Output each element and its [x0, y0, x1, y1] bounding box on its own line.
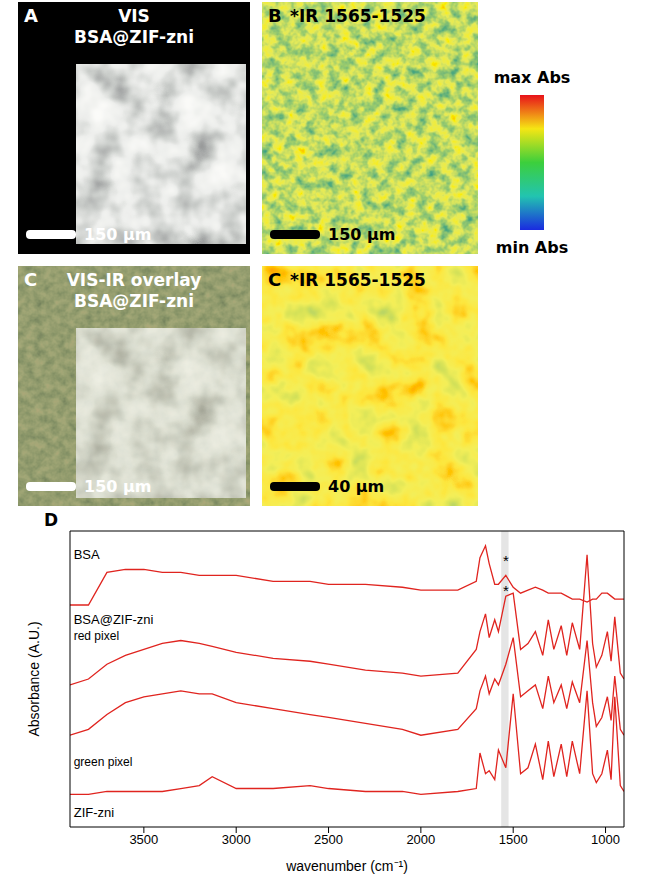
html-text:VIS-IR overlay: VIS-IR overlay — [66, 270, 202, 290]
html-text:A: A — [24, 5, 38, 26]
svg-text:3000: 3000 — [222, 832, 251, 847]
svg-text:2000: 2000 — [406, 832, 435, 847]
svg-text:green pixel: green pixel — [74, 755, 133, 769]
svg-text:1000: 1000 — [591, 832, 620, 847]
svg-text:2500: 2500 — [314, 832, 343, 847]
html-text:150 µm: 150 µm — [328, 225, 396, 244]
svg-text:*: * — [503, 582, 509, 599]
html-text:BSA@ZIF-zni: BSA@ZIF-zni — [74, 291, 194, 311]
svg-text:ZIF-zni: ZIF-zni — [74, 805, 115, 820]
svg-text:3500: 3500 — [129, 832, 158, 847]
html-text:D: D — [44, 510, 59, 530]
html-text:*IR 1565-1525: *IR 1565-1525 — [290, 6, 426, 26]
html-text:40 µm: 40 µm — [328, 477, 385, 496]
html-text:C: C — [268, 269, 282, 290]
html-text:150 µm: 150 µm — [84, 477, 152, 496]
svg-text:red pixel: red pixel — [74, 629, 119, 643]
svg-text:BSA: BSA — [74, 547, 100, 562]
svg-text:Absorbance (A.U.): Absorbance (A.U.) — [26, 621, 42, 736]
html-text:150 µm: 150 µm — [84, 225, 152, 244]
html-text:C: C — [24, 269, 38, 290]
svg-text:BSA@ZIF-zni: BSA@ZIF-zni — [74, 612, 154, 627]
html-text:B: B — [268, 5, 282, 26]
html-text:*IR 1565-1525: *IR 1565-1525 — [290, 270, 426, 290]
html-text:min Abs: min Abs — [495, 238, 569, 257]
html-text:max Abs: max Abs — [493, 68, 571, 87]
svg-text:1500: 1500 — [499, 832, 528, 847]
svg-text:wavenumber (cm⁻¹): wavenumber (cm⁻¹) — [285, 858, 408, 874]
svg-text:*: * — [503, 552, 509, 569]
html-text:VIS: VIS — [118, 6, 150, 26]
html-text:BSA@ZIF-zni: BSA@ZIF-zni — [74, 27, 194, 47]
